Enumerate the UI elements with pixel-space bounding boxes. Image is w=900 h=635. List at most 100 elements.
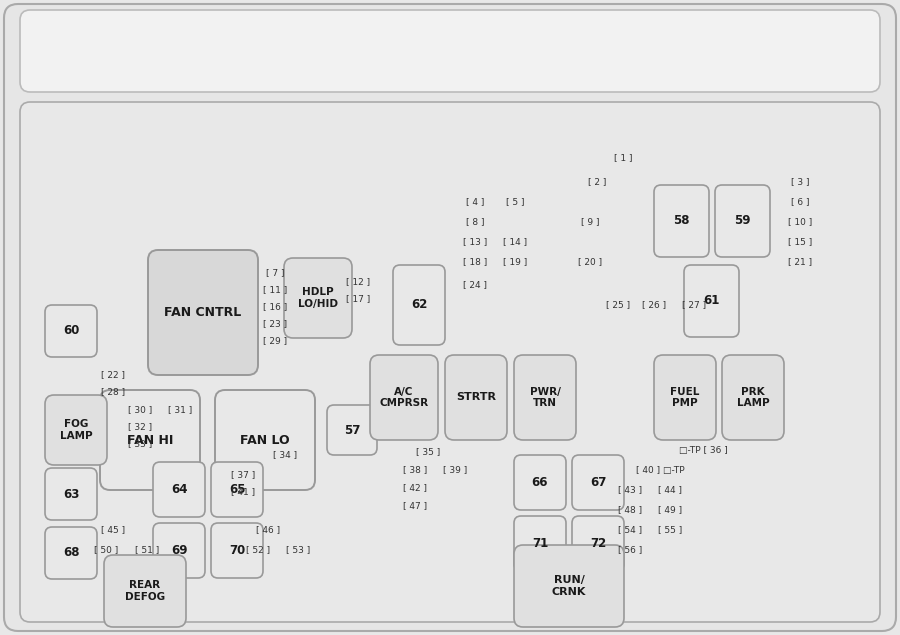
Text: [ 26 ]: [ 26 ]: [642, 300, 666, 309]
Text: [ 12 ]: [ 12 ]: [346, 277, 370, 286]
Text: [ 37 ]: [ 37 ]: [231, 471, 255, 479]
Text: [ 15 ]: [ 15 ]: [788, 237, 812, 246]
Text: [ 34 ]: [ 34 ]: [273, 450, 297, 460]
Text: [ 44 ]: [ 44 ]: [658, 486, 682, 495]
Text: [ 17 ]: [ 17 ]: [346, 295, 370, 304]
Text: [ 56 ]: [ 56 ]: [618, 545, 642, 554]
Text: 65: 65: [229, 483, 245, 496]
FancyBboxPatch shape: [393, 265, 445, 345]
FancyBboxPatch shape: [20, 102, 880, 622]
FancyBboxPatch shape: [654, 355, 716, 440]
Text: 63: 63: [63, 488, 79, 500]
Text: 69: 69: [171, 544, 187, 557]
FancyBboxPatch shape: [45, 527, 97, 579]
Text: [ 8 ]: [ 8 ]: [466, 218, 484, 227]
Text: [ 30 ]: [ 30 ]: [128, 406, 152, 415]
Text: 72: 72: [590, 537, 606, 550]
Text: PRK
LAMP: PRK LAMP: [737, 387, 769, 408]
FancyBboxPatch shape: [153, 523, 205, 578]
Text: PWR/
TRN: PWR/ TRN: [529, 387, 561, 408]
Text: [ 14 ]: [ 14 ]: [503, 237, 527, 246]
FancyBboxPatch shape: [514, 516, 566, 571]
Text: 67: 67: [590, 476, 607, 489]
Text: HDLP
LO/HID: HDLP LO/HID: [298, 287, 338, 309]
Text: [ 7 ]: [ 7 ]: [266, 269, 284, 277]
FancyBboxPatch shape: [45, 468, 97, 520]
Text: FAN HI: FAN HI: [127, 434, 173, 446]
Text: FOG
LAMP: FOG LAMP: [59, 419, 93, 441]
Text: [ 25 ]: [ 25 ]: [606, 300, 630, 309]
Text: [ 29 ]: [ 29 ]: [263, 337, 287, 345]
FancyBboxPatch shape: [153, 462, 205, 517]
FancyBboxPatch shape: [370, 355, 438, 440]
Text: 66: 66: [532, 476, 548, 489]
FancyBboxPatch shape: [514, 545, 624, 627]
Text: [ 16 ]: [ 16 ]: [263, 302, 287, 312]
FancyBboxPatch shape: [45, 395, 107, 465]
FancyBboxPatch shape: [572, 516, 624, 571]
Text: [ 47 ]: [ 47 ]: [403, 502, 427, 511]
FancyBboxPatch shape: [20, 10, 880, 92]
FancyBboxPatch shape: [514, 355, 576, 440]
FancyBboxPatch shape: [100, 390, 200, 490]
Text: REAR
DEFOG: REAR DEFOG: [125, 580, 165, 602]
Text: 62: 62: [410, 298, 428, 312]
Text: RUN/
CRNK: RUN/ CRNK: [552, 575, 586, 597]
Text: [ 40 ] □-TP: [ 40 ] □-TP: [635, 465, 684, 474]
FancyBboxPatch shape: [684, 265, 739, 337]
Text: 61: 61: [703, 295, 720, 307]
Text: [ 28 ]: [ 28 ]: [101, 387, 125, 396]
Text: [ 18 ]: [ 18 ]: [463, 258, 487, 267]
Text: [ 11 ]: [ 11 ]: [263, 286, 287, 295]
Text: [ 43 ]: [ 43 ]: [618, 486, 642, 495]
Text: [ 35 ]: [ 35 ]: [416, 448, 440, 457]
Text: [ 33 ]: [ 33 ]: [128, 439, 152, 448]
Text: FAN LO: FAN LO: [240, 434, 290, 446]
FancyBboxPatch shape: [4, 4, 896, 631]
Text: STRTR: STRTR: [456, 392, 496, 403]
Text: [ 55 ]: [ 55 ]: [658, 526, 682, 535]
Text: [ 32 ]: [ 32 ]: [128, 422, 152, 432]
Text: [ 23 ]: [ 23 ]: [263, 319, 287, 328]
Text: [ 52 ]: [ 52 ]: [246, 545, 270, 554]
Text: A/C
CMPRSR: A/C CMPRSR: [380, 387, 428, 408]
Text: [ 38 ]: [ 38 ]: [403, 465, 427, 474]
FancyBboxPatch shape: [722, 355, 784, 440]
Text: [ 6 ]: [ 6 ]: [791, 197, 809, 206]
Text: 57: 57: [344, 424, 360, 436]
Text: [ 53 ]: [ 53 ]: [286, 545, 310, 554]
Text: 60: 60: [63, 324, 79, 337]
FancyBboxPatch shape: [211, 523, 263, 578]
FancyBboxPatch shape: [215, 390, 315, 490]
Text: [ 4 ]: [ 4 ]: [466, 197, 484, 206]
FancyBboxPatch shape: [514, 455, 566, 510]
Text: [ 10 ]: [ 10 ]: [788, 218, 812, 227]
Text: [ 46 ]: [ 46 ]: [256, 526, 280, 535]
Text: [ 39 ]: [ 39 ]: [443, 465, 467, 474]
Text: [ 42 ]: [ 42 ]: [403, 483, 427, 493]
Text: [ 50 ]: [ 50 ]: [94, 545, 118, 554]
Text: [ 9 ]: [ 9 ]: [580, 218, 599, 227]
Text: [ 45 ]: [ 45 ]: [101, 526, 125, 535]
FancyBboxPatch shape: [327, 405, 377, 455]
Text: [ 2 ]: [ 2 ]: [588, 178, 607, 187]
Text: □-TP [ 36 ]: □-TP [ 36 ]: [679, 446, 727, 455]
FancyBboxPatch shape: [445, 355, 507, 440]
Text: FUEL
PMP: FUEL PMP: [670, 387, 699, 408]
Text: [ 13 ]: [ 13 ]: [463, 237, 487, 246]
Text: 68: 68: [63, 547, 79, 559]
Text: [ 24 ]: [ 24 ]: [463, 281, 487, 290]
Text: 59: 59: [734, 215, 751, 227]
Text: 58: 58: [673, 215, 689, 227]
Text: 71: 71: [532, 537, 548, 550]
Text: [ 48 ]: [ 48 ]: [618, 505, 642, 514]
Text: [ 22 ]: [ 22 ]: [101, 370, 125, 380]
Text: [ 49 ]: [ 49 ]: [658, 505, 682, 514]
Text: [ 21 ]: [ 21 ]: [788, 258, 812, 267]
Text: [ 27 ]: [ 27 ]: [682, 300, 707, 309]
Text: [ 20 ]: [ 20 ]: [578, 258, 602, 267]
FancyBboxPatch shape: [572, 455, 624, 510]
Text: [ 5 ]: [ 5 ]: [506, 197, 524, 206]
FancyBboxPatch shape: [148, 250, 258, 375]
FancyBboxPatch shape: [715, 185, 770, 257]
